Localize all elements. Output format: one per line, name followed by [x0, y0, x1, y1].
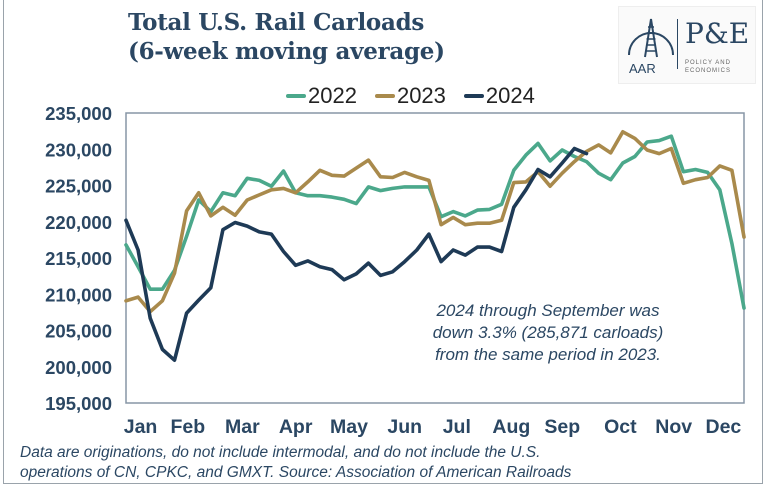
y-tick-label: 205,000	[45, 321, 112, 342]
logo-subtext: POLICY AND ECONOMICS	[685, 59, 731, 75]
legend-item-2024: 2024	[463, 83, 535, 109]
rail-track-icon	[628, 18, 674, 58]
y-tick-label: 230,000	[45, 139, 112, 160]
logo-divider	[677, 19, 678, 69]
footnote-line: Data are originations, do not include in…	[20, 444, 541, 461]
x-tick-label: Nov	[655, 416, 692, 438]
annotation: 2024 through September was down 3.3% (28…	[398, 300, 698, 366]
legend-label: 2023	[396, 83, 446, 108]
y-tick-label: 220,000	[45, 212, 112, 233]
legend-swatch	[463, 94, 484, 98]
y-tick-label: 235,000	[45, 103, 112, 124]
plot-area	[125, 112, 745, 404]
y-tick-label: 200,000	[45, 357, 112, 378]
annotation-line: from the same period in 2023.	[435, 345, 661, 364]
footnote: Data are originations, do not include in…	[20, 443, 760, 483]
x-tick-label: Apr	[279, 416, 313, 438]
x-tick-label: Jan	[124, 416, 158, 438]
legend-item-2022: 2022	[286, 83, 357, 109]
annotation-line: 2024 through September was	[436, 301, 660, 320]
footnote-line: operations of CN, CPKC, and GMXT. Source…	[20, 464, 572, 481]
logo-sub2: ECONOMICS	[685, 68, 732, 74]
logo-pe-text: P&E	[685, 17, 750, 50]
aar-pe-logo: AAR P&E POLICY AND ECONOMICS	[618, 6, 756, 84]
x-tick-label: Aug	[492, 416, 530, 438]
y-tick-label: 215,000	[45, 248, 112, 269]
image-frame	[3, 0, 763, 484]
y-tick-label: 195,000	[45, 393, 112, 414]
legend: 2022 2023 2024	[286, 83, 535, 109]
title-line: Total U.S. Rail Carloads	[128, 9, 425, 36]
legend-label: 2024	[485, 83, 535, 108]
legend-swatch	[286, 94, 306, 98]
logo-aar-text: AAR	[629, 61, 656, 76]
y-tick-label: 225,000	[45, 176, 112, 197]
x-tick-label: May	[330, 416, 368, 438]
subtitle-line: (6-week moving average)	[128, 38, 445, 65]
legend-label: 2022	[308, 83, 357, 108]
y-tick-label: 210,000	[45, 284, 112, 305]
legend-swatch	[374, 94, 395, 98]
x-tick-label: Mar	[225, 416, 260, 438]
series-line-2023	[124, 130, 746, 314]
x-tick-label: Oct	[604, 416, 637, 438]
logo-sub1: POLICY AND	[685, 60, 731, 66]
x-tick-label: Sep	[544, 416, 580, 438]
annotation-line: down 3.3% (285,871 carloads)	[432, 323, 664, 342]
x-tick-label: Jul	[443, 416, 471, 438]
x-tick-label: Jun	[387, 416, 422, 438]
series-line-2022	[124, 134, 746, 310]
x-tick-label: Dec	[706, 416, 742, 438]
x-tick-label: Feb	[170, 416, 205, 438]
series-line-2024	[124, 146, 589, 363]
legend-item-2023: 2023	[374, 83, 446, 109]
chart-title: Total U.S. Rail Carloads (6-week moving …	[128, 8, 445, 66]
